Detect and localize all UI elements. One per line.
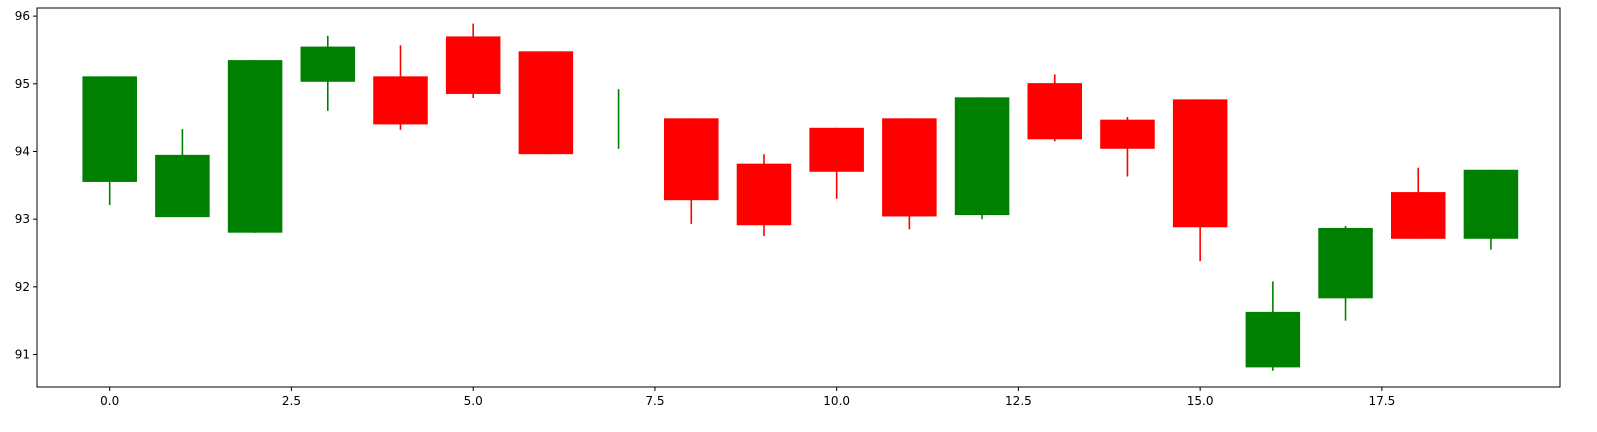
candle-body bbox=[809, 128, 864, 172]
candle bbox=[1318, 226, 1373, 321]
candle bbox=[955, 97, 1010, 219]
candle bbox=[1027, 74, 1082, 141]
candle-body bbox=[228, 60, 283, 233]
y-tick-label: 93 bbox=[15, 212, 30, 226]
x-tick-label: 2.5 bbox=[282, 394, 301, 408]
x-tick-label: 0.0 bbox=[100, 394, 119, 408]
candle bbox=[1464, 170, 1519, 250]
x-tick-label: 10.0 bbox=[823, 394, 850, 408]
candle bbox=[882, 118, 937, 229]
candle bbox=[591, 89, 646, 149]
candle-body bbox=[519, 51, 574, 154]
candle bbox=[1391, 168, 1446, 239]
candle bbox=[809, 128, 864, 199]
candle bbox=[228, 60, 283, 233]
candle bbox=[664, 118, 719, 224]
x-tick-label: 15.0 bbox=[1187, 394, 1214, 408]
candle bbox=[82, 76, 137, 205]
candle-body bbox=[155, 155, 210, 217]
x-tick-label: 5.0 bbox=[464, 394, 483, 408]
candle bbox=[1173, 99, 1228, 261]
candle-body bbox=[955, 97, 1010, 215]
candle-body bbox=[446, 36, 501, 94]
candle bbox=[519, 51, 574, 154]
y-tick-label: 92 bbox=[15, 280, 30, 294]
candle-body bbox=[373, 76, 428, 124]
candle bbox=[1100, 117, 1155, 177]
candle-body bbox=[82, 76, 137, 182]
candle-body bbox=[1391, 192, 1446, 239]
candle-body bbox=[664, 118, 719, 200]
candle-body bbox=[301, 47, 356, 82]
candle bbox=[373, 45, 428, 130]
x-axis: 0.0 2.5 5.0 7.5 10.0 12.5 15.0 17.5 bbox=[100, 387, 1395, 408]
y-tick-label: 94 bbox=[15, 144, 30, 158]
candle-body bbox=[1246, 312, 1301, 367]
candle-body bbox=[1318, 228, 1373, 298]
candle-body bbox=[882, 118, 937, 216]
candle bbox=[301, 36, 356, 111]
x-tick-label: 12.5 bbox=[1005, 394, 1032, 408]
y-tick-label: 96 bbox=[15, 9, 30, 23]
candle-body bbox=[1027, 83, 1082, 139]
candle bbox=[446, 24, 501, 98]
candle bbox=[155, 129, 210, 217]
y-tick-label: 91 bbox=[15, 348, 30, 362]
candle-body bbox=[1173, 99, 1228, 227]
candle bbox=[1246, 281, 1301, 370]
candle-body bbox=[737, 164, 792, 226]
y-axis: 91 92 93 94 95 96 bbox=[15, 9, 37, 361]
candle-body bbox=[1464, 170, 1519, 239]
y-tick-label: 95 bbox=[15, 77, 30, 91]
x-tick-label: 17.5 bbox=[1369, 394, 1396, 408]
candles-layer bbox=[82, 24, 1518, 371]
x-tick-label: 7.5 bbox=[645, 394, 664, 408]
candle bbox=[737, 154, 792, 236]
candle-body bbox=[1100, 120, 1155, 149]
